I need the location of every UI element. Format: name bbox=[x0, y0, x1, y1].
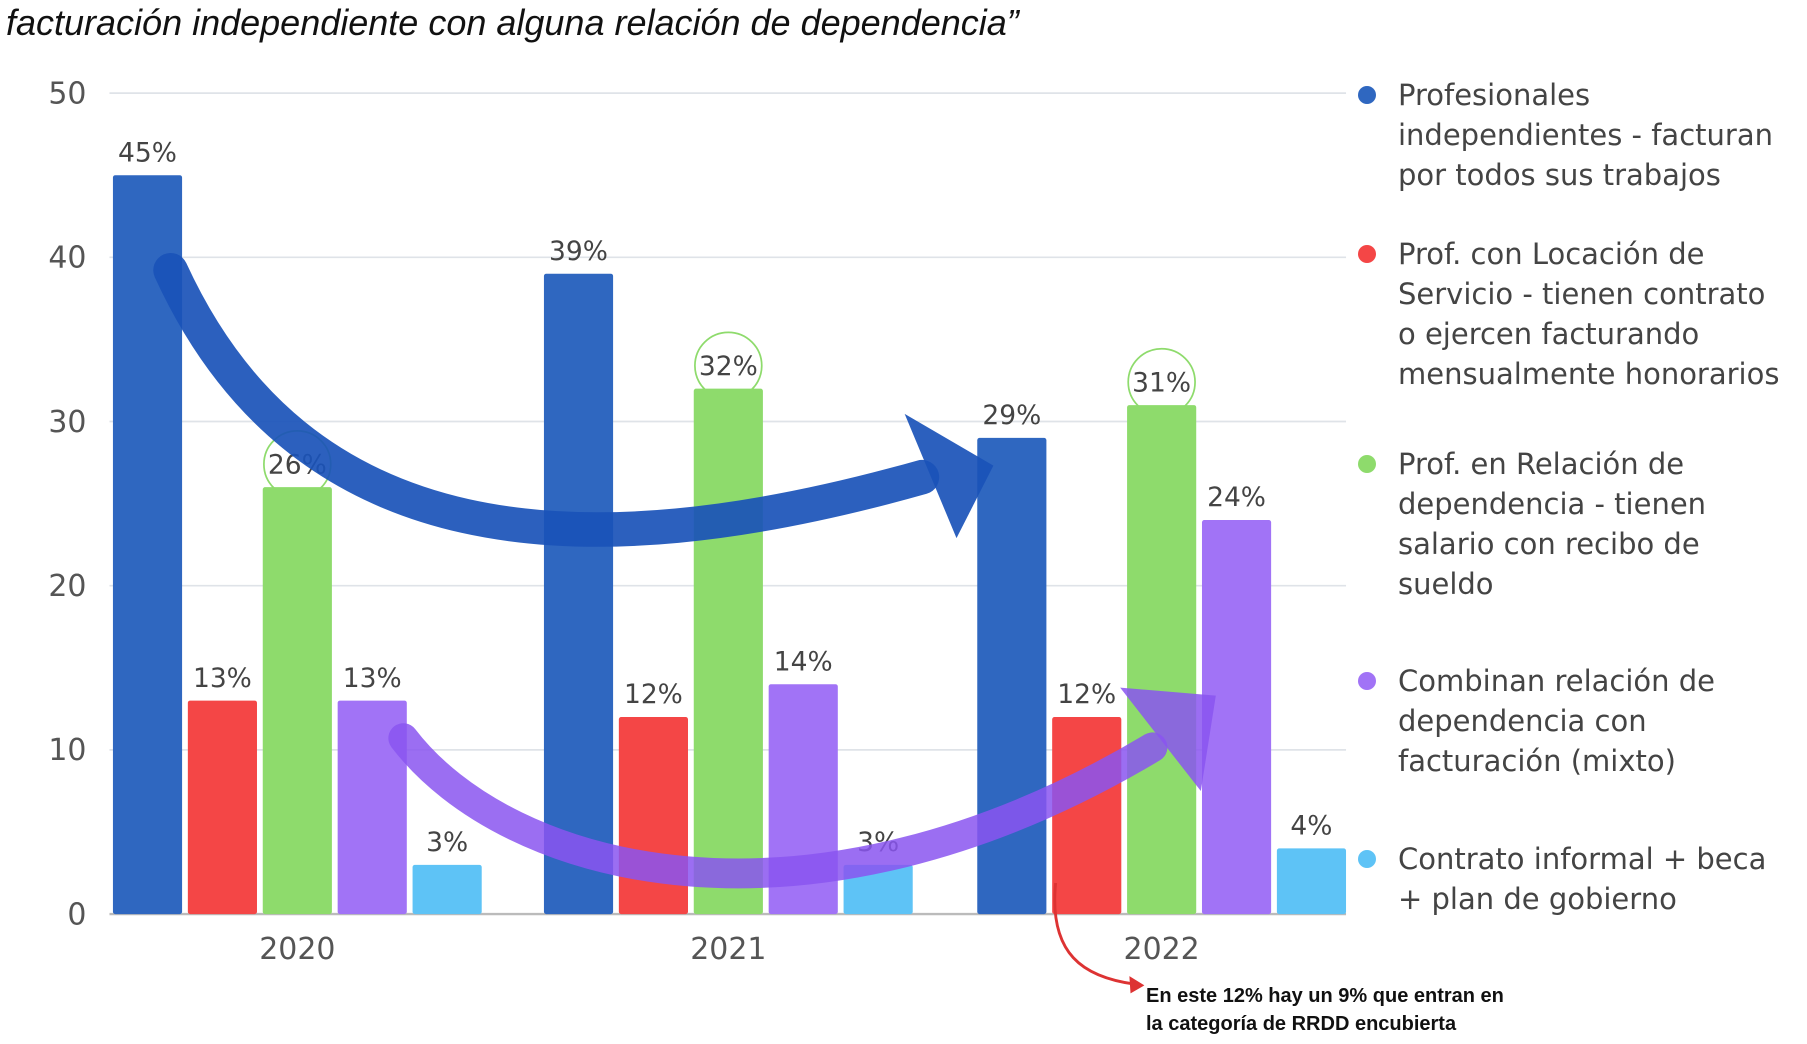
bar bbox=[337, 700, 407, 915]
y-tick-label: 20 bbox=[48, 569, 86, 604]
bar bbox=[1127, 405, 1197, 915]
y-tick-label: 0 bbox=[67, 897, 86, 932]
arrow-head bbox=[904, 413, 994, 539]
y-tick-label: 30 bbox=[48, 405, 86, 440]
legend-label: Prof. en Relación de dependencia - tiene… bbox=[1398, 447, 1707, 601]
legend-label: Prof. con Locación de Servicio - tienen … bbox=[1398, 237, 1780, 391]
trend-arrow bbox=[153, 252, 940, 547]
x-tick-label: 2022 bbox=[1124, 932, 1200, 967]
data-label: 14% bbox=[774, 646, 833, 677]
y-tick-label: 40 bbox=[48, 241, 86, 276]
data-label: 24% bbox=[1207, 482, 1266, 513]
legend-label: Combinan relación de dependencia con fac… bbox=[1398, 664, 1716, 778]
bar bbox=[843, 864, 913, 915]
y-tick-label: 50 bbox=[48, 77, 86, 112]
decoration bbox=[153, 252, 1216, 994]
data-label: 13% bbox=[343, 663, 402, 694]
data-label: 12% bbox=[1057, 679, 1116, 710]
y-tick-label: 10 bbox=[48, 733, 86, 768]
bar bbox=[262, 487, 332, 915]
data-label: 13% bbox=[193, 663, 252, 694]
arrow-head bbox=[1129, 976, 1145, 994]
arrow-head bbox=[1120, 687, 1216, 792]
legend-marker bbox=[1358, 672, 1376, 690]
bar bbox=[187, 700, 257, 915]
legend-marker bbox=[1358, 86, 1376, 104]
data-label: 29% bbox=[982, 400, 1041, 431]
data-label: 12% bbox=[624, 679, 683, 710]
bar bbox=[1201, 520, 1272, 915]
bar bbox=[1276, 848, 1347, 915]
legend-label: Contrato informal + beca + plan de gobie… bbox=[1398, 842, 1767, 916]
data-label: 39% bbox=[549, 236, 608, 267]
x-tick-label: 2021 bbox=[690, 932, 766, 967]
bar bbox=[977, 437, 1047, 915]
x-tick-label: 2020 bbox=[259, 932, 335, 967]
bar bbox=[112, 175, 183, 915]
legend-marker bbox=[1358, 850, 1376, 868]
note-arrow bbox=[1053, 882, 1136, 986]
legend-label: Profesionales independientes - facturan … bbox=[1398, 78, 1773, 192]
trend-arrow bbox=[388, 723, 1168, 889]
data-label: 31% bbox=[1132, 367, 1191, 398]
bar bbox=[543, 273, 614, 915]
legend-marker bbox=[1358, 245, 1376, 263]
annotation: En este 12% hay un 9% que entran en la c… bbox=[1146, 985, 1504, 1035]
legend-marker bbox=[1358, 455, 1376, 473]
bar bbox=[693, 388, 763, 915]
data-label: 45% bbox=[118, 137, 177, 168]
data-label: 3% bbox=[426, 827, 468, 858]
chart-title: facturación independiente con alguna rel… bbox=[6, 2, 1019, 43]
bar bbox=[412, 864, 482, 915]
bar bbox=[1052, 717, 1122, 915]
data-label: 4% bbox=[1290, 811, 1332, 842]
highlight-circle bbox=[694, 331, 763, 400]
highlight-circle bbox=[1127, 347, 1196, 417]
data-label: 32% bbox=[699, 351, 758, 382]
